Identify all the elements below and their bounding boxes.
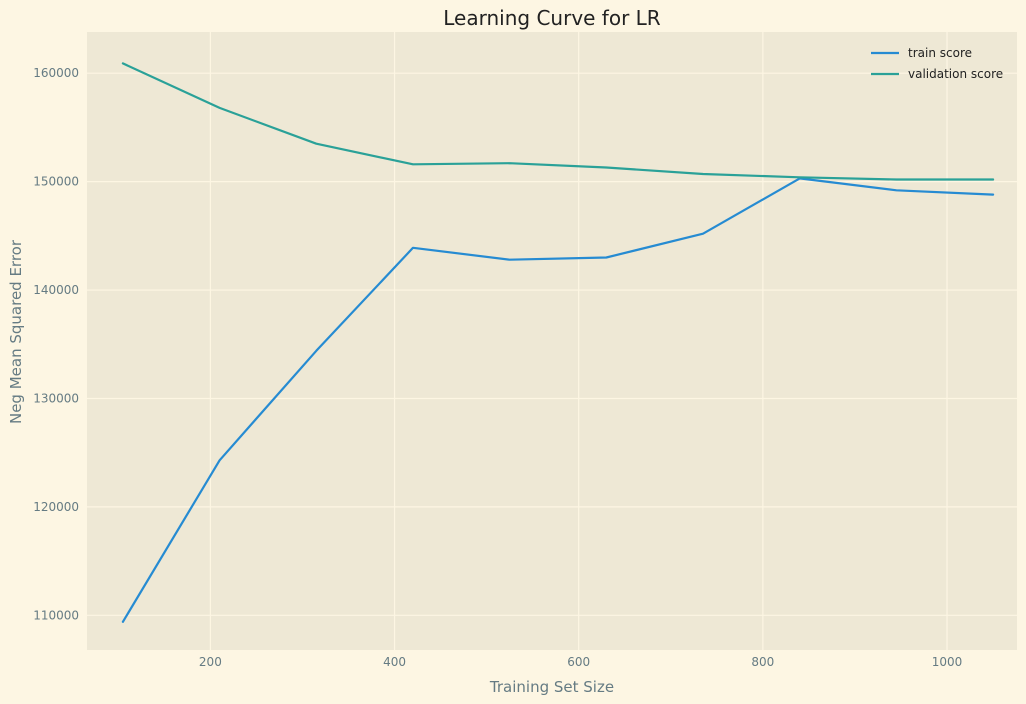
x-tick-label: 1000 — [932, 655, 963, 669]
series-line-validation-score — [121, 62, 995, 181]
y-tick-label: 160000 — [33, 66, 79, 80]
x-tick-label: 800 — [751, 655, 774, 669]
x-tick-label: 200 — [199, 655, 222, 669]
legend: train score validation score — [871, 46, 1003, 81]
x-axis-label: Training Set Size — [489, 678, 614, 696]
y-tick-label: 110000 — [33, 608, 79, 622]
grid-lines — [87, 32, 1017, 650]
y-tick-label: 140000 — [33, 283, 79, 297]
chart-title: Learning Curve for LR — [443, 6, 661, 30]
plot-area — [87, 32, 1017, 650]
x-tick-label: 600 — [567, 655, 590, 669]
legend-label: train score — [908, 46, 972, 60]
legend-label: validation score — [908, 67, 1003, 81]
x-tick-label: 400 — [383, 655, 406, 669]
series-lines — [121, 62, 995, 623]
y-tick-label: 150000 — [33, 175, 79, 189]
axis-ticks: 200 400 600 800 1000 110000 120000 130000 140000… — [33, 66, 962, 669]
y-tick-label: 120000 — [33, 500, 79, 514]
y-tick-label: 130000 — [33, 391, 79, 405]
series-line-train-score — [121, 177, 995, 623]
y-axis-label: Neg Mean Squared Error — [7, 239, 25, 424]
